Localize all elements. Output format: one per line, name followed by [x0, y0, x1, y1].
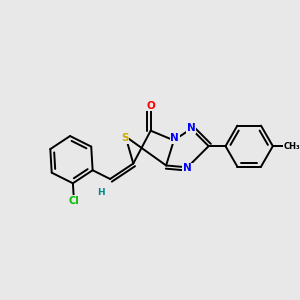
Text: O: O	[146, 100, 155, 111]
Text: H: H	[97, 188, 104, 197]
Text: N: N	[187, 123, 196, 133]
Text: CH₃: CH₃	[284, 142, 300, 151]
Text: Cl: Cl	[69, 196, 79, 206]
Text: N: N	[183, 164, 192, 173]
Text: S: S	[121, 134, 128, 143]
Text: N: N	[170, 134, 179, 143]
